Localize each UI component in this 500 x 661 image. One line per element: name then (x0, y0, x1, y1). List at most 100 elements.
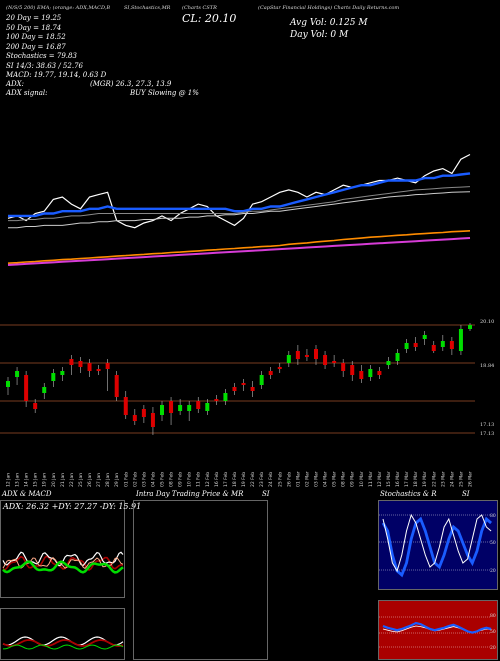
candle-body (413, 343, 418, 347)
price-axis-label: 18.84 (480, 363, 494, 369)
date-tick-label: 05 Mar (332, 471, 338, 487)
candle-body (169, 401, 174, 413)
si-tick-50: 50 (490, 630, 496, 635)
ma50-label: 50 Day = 18.74 (6, 23, 62, 32)
ema-chart (7, 153, 471, 266)
price-axis-label: 17.13 (480, 422, 494, 428)
date-tick-label: 16 Mar (395, 471, 401, 487)
date-tick-label: 27 Jan (96, 473, 102, 487)
ma20-label: 20 Day = 19.25 (6, 14, 62, 22)
candle-body (440, 341, 445, 347)
adx-lines (2, 551, 124, 574)
date-tick-label: 26 Feb (286, 472, 292, 487)
candle-body (141, 409, 146, 417)
intra-panel-si: SI (262, 490, 270, 498)
stoch-panel-si: SI (462, 490, 470, 498)
date-tick-label: 09 Mar (350, 471, 356, 487)
candle-body (422, 335, 427, 339)
candle-body (332, 361, 337, 363)
date-tick-label: 11 Mar (368, 471, 374, 487)
candle-body (6, 381, 10, 387)
candle-body (87, 363, 92, 371)
candle-body (314, 349, 318, 359)
date-tick-label: 19 Jan (42, 473, 48, 487)
candle-body (114, 375, 119, 397)
candle-body (458, 329, 463, 351)
date-tick-label: 16 Feb (214, 472, 220, 487)
candle-body (214, 399, 219, 401)
date-tick-label: 15 Mar (386, 471, 392, 487)
adx-panel-values: ADX: 26.32 +DY: 27.27 -DY: 15.91 (3, 502, 142, 511)
date-tick-label: 02 Feb (132, 472, 138, 487)
date-tick-label: 22 Mar (431, 471, 437, 487)
stoch-panel-title: Stochastics & R (380, 490, 437, 498)
candle-body (304, 355, 309, 357)
ema100-line (8, 191, 471, 229)
macd-line (2, 636, 124, 646)
candle-body (404, 343, 409, 349)
price-axis-label: 17.13 (480, 431, 494, 437)
candle-body (105, 363, 110, 369)
candle-body (241, 383, 246, 385)
macd-lines (2, 636, 124, 650)
minus-dy-line (2, 555, 123, 571)
intra-day-panel (133, 500, 268, 660)
date-tick-label: 14 Jan (24, 473, 30, 487)
date-tick-label: 23 Mar (440, 471, 446, 487)
candle-body (187, 405, 192, 411)
stoch-tick-50: 50 (490, 541, 496, 546)
header-mid2: (Charts CSTR (182, 5, 217, 11)
candle-body (123, 397, 128, 415)
date-tick-label: 08 Feb (169, 472, 175, 487)
candle-body (33, 403, 38, 409)
candle-body (24, 375, 29, 401)
date-tick-label: 19 Mar (422, 471, 428, 487)
candle-body (15, 371, 20, 377)
date-tick-label: 01 Feb (123, 472, 129, 487)
candle-body (468, 325, 472, 329)
date-tick-label: 25 Feb (277, 472, 283, 487)
date-tick-label: 10 Feb (187, 472, 193, 487)
date-tick-label: 25 Jan (78, 473, 84, 487)
ema20-line (8, 172, 471, 218)
date-tick-label: 20 Jan (51, 473, 57, 487)
stoch-d-line (382, 513, 492, 573)
candle-body (69, 359, 74, 365)
date-tick-label: 13 Jan (15, 473, 21, 487)
ma100-label: 100 Day = 18.52 (6, 33, 66, 41)
candle-body (78, 361, 83, 367)
candle-body (232, 387, 237, 391)
candle-body (449, 341, 454, 349)
date-tick-label: 18 Mar (413, 471, 419, 487)
date-tick-label: 18 Feb (232, 472, 238, 487)
intra-panel-title: Intra Day Trading Price & MR (136, 490, 244, 498)
candle-body (51, 373, 56, 381)
date-tick-label: 22 Feb (250, 472, 256, 487)
date-tick-label: 24 Mar (449, 471, 455, 487)
date-tick-label: 09 Feb (178, 472, 184, 487)
date-tick-label: 29 Jan (114, 473, 120, 487)
adx-panel-title: ADX & MACD (2, 490, 52, 498)
ma-info-block: 20 Day = 19.25 50 Day = 18.74 100 Day = … (6, 14, 106, 81)
candle-body (268, 371, 273, 375)
candle-body (259, 375, 264, 385)
date-tick-label: 12 Feb (205, 472, 211, 487)
candle-body (196, 401, 201, 409)
candle-body (386, 361, 391, 365)
long-ema-line (7, 237, 471, 266)
date-tick-label: 17 Mar (404, 471, 410, 487)
date-tick-label: 15 Jan (33, 473, 39, 487)
candle-body (160, 405, 164, 415)
candle-body (42, 387, 47, 393)
stoch-label: Stochastics = 79.83 (6, 52, 77, 60)
candle-body (277, 367, 282, 369)
date-tick-label: 08 Mar (341, 471, 347, 487)
date-tick-label: 22 Jan (69, 473, 75, 487)
candle-body (132, 415, 137, 421)
date-tick-label: 12 Jan (6, 473, 12, 487)
candle-body (359, 371, 364, 379)
candle-body (60, 371, 65, 375)
date-tick-label: 03 Mar (314, 471, 320, 487)
macd-label: MACD: 19.77, 19.14, 0.63 D (6, 71, 107, 79)
candle-body (178, 405, 183, 411)
